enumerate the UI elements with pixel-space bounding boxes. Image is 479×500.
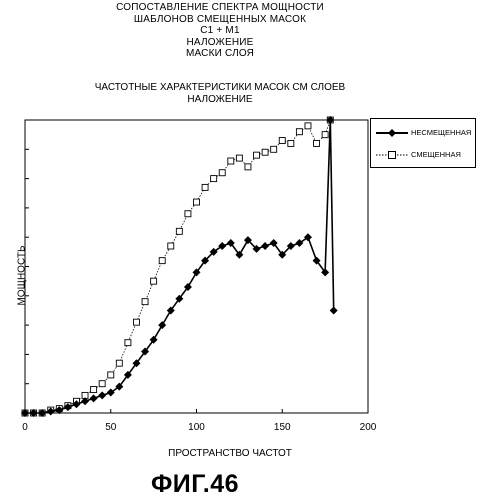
chart-legend: НЕСМЕЩЕННАЯ СМЕЩЕННАЯ — [370, 118, 476, 168]
data-point-shifted — [194, 199, 200, 205]
data-point-unshifted — [330, 306, 338, 314]
data-point-shifted — [176, 228, 182, 234]
data-point-shifted — [228, 158, 234, 164]
series-line-shifted — [25, 120, 330, 413]
y-axis-label: МОЩНОСТЬ — [17, 245, 28, 305]
legend-label: СМЕЩЕННАЯ — [411, 150, 461, 159]
data-point-shifted — [279, 138, 285, 144]
data-point-shifted — [185, 211, 191, 217]
data-point-shifted — [288, 140, 294, 146]
data-point-shifted — [99, 381, 105, 387]
data-point-shifted — [133, 319, 139, 325]
x-tick-label: 50 — [105, 422, 117, 433]
data-point-shifted — [254, 152, 260, 158]
x-tick-label: 0 — [22, 422, 28, 433]
plot-frame — [25, 120, 368, 413]
legend-marker-diamond — [375, 127, 409, 139]
data-point-shifted — [151, 278, 157, 284]
data-point-shifted — [91, 387, 97, 393]
data-point-shifted — [108, 372, 114, 378]
data-point-shifted — [142, 299, 148, 305]
plot-area: 0 50 100 150 200 — [21, 116, 377, 433]
legend-label: НЕСМЕЩЕННАЯ — [411, 128, 471, 137]
x-tick-label: 200 — [360, 422, 377, 433]
figure-label: ФИГ.46 — [0, 470, 390, 499]
x-axis-label: ПРОСТРАНСТВО ЧАСТОТ — [80, 448, 380, 459]
data-point-shifted — [305, 123, 311, 129]
data-point-shifted — [159, 258, 165, 264]
data-point-unshifted — [261, 242, 269, 250]
data-point-shifted — [245, 164, 251, 170]
data-point-unshifted — [158, 321, 166, 329]
data-point-shifted — [314, 140, 320, 146]
data-point-unshifted — [90, 394, 98, 402]
data-point-shifted — [168, 243, 174, 249]
data-point-shifted — [271, 146, 277, 152]
legend-marker-square — [375, 149, 409, 161]
data-point-shifted — [116, 360, 122, 366]
data-point-shifted — [296, 129, 302, 135]
data-point-shifted — [211, 176, 217, 182]
data-point-shifted — [125, 340, 131, 346]
data-point-shifted — [262, 149, 268, 155]
x-tick-label: 100 — [188, 422, 205, 433]
data-point-shifted — [202, 184, 208, 190]
data-point-shifted — [236, 155, 242, 161]
data-point-shifted — [219, 170, 225, 176]
data-point-unshifted — [98, 391, 106, 399]
x-tick-label: 150 — [274, 422, 291, 433]
data-point-shifted — [322, 132, 328, 138]
series-line-unshifted — [25, 120, 334, 413]
